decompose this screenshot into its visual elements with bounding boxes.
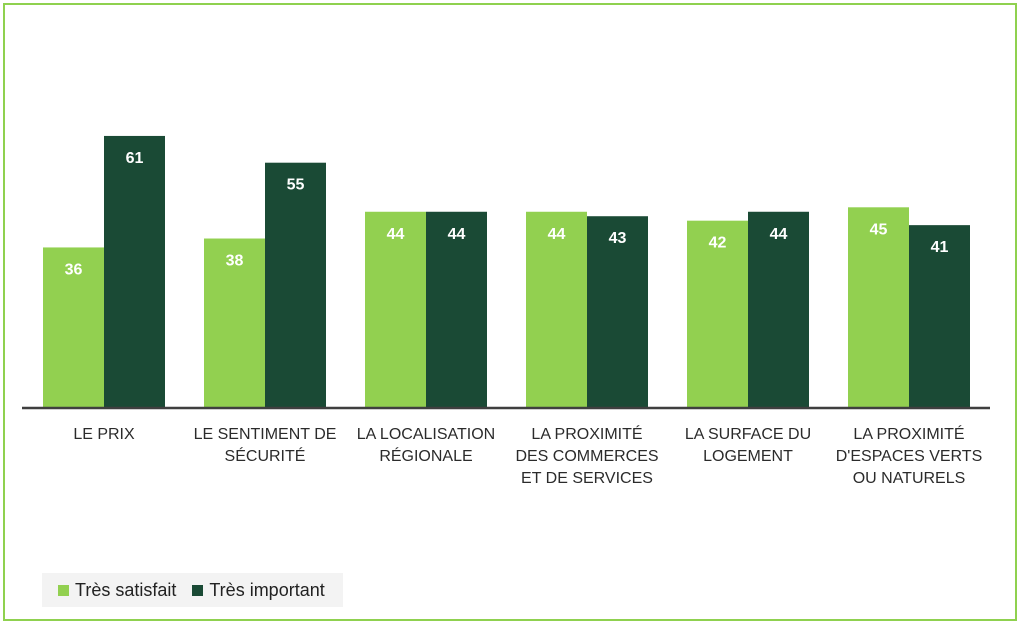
data-label-s2-c2: 55 (287, 177, 305, 194)
data-label-s2-c5: 44 (770, 226, 788, 243)
category-label-5-line-2: LOGEMENT (703, 448, 793, 465)
bar-s2-c2 (265, 162, 326, 408)
legend-label-series-2: Très important (209, 579, 325, 600)
data-label-s2-c6: 41 (931, 239, 949, 256)
bar-s2-c5 (748, 211, 809, 408)
category-label-6-line-2: D'ESPACES VERTS (835, 448, 983, 465)
category-label-4: LA PROXIMITÉ DES COMMERCES ET DE SERVICES (507, 424, 667, 490)
bar-s1-c5 (687, 220, 748, 408)
category-label-1-line-1: LE PRIX (73, 426, 135, 443)
bar-s2-c1 (104, 135, 165, 408)
category-label-3-line-1: LA LOCALISATION (356, 426, 496, 443)
data-label-s2-c4: 43 (609, 230, 627, 247)
category-label-4-line-3: ET DE SERVICES (521, 470, 653, 487)
data-label-s1-c4: 44 (548, 226, 566, 243)
legend-item-series-1: Très satisfait (58, 580, 176, 601)
bar-s2-c6 (909, 225, 970, 408)
data-label-s2-c1: 61 (126, 150, 144, 167)
legend: Très satisfait Très important (42, 573, 343, 607)
category-label-2-line-2: SÉCURITÉ (224, 448, 306, 465)
legend-label-series-1: Très satisfait (75, 579, 177, 600)
legend-swatch-dark (192, 584, 204, 596)
legend-swatch-light (58, 584, 69, 596)
legend-item-series-2: Très important (192, 579, 325, 601)
data-label-s1-c2: 38 (226, 253, 244, 270)
category-label-6: LA PROXIMITÉ D'ESPACES VERTS OU NATURELS (829, 424, 989, 490)
bar-s2-c3 (426, 211, 487, 408)
category-label-6-line-3: OU NATURELS (852, 470, 966, 487)
category-label-5-line-1: LA SURFACE DU (684, 426, 812, 443)
data-label-s1-c1: 36 (65, 261, 83, 278)
category-label-2-line-1: LE SENTIMENT DE (193, 426, 337, 443)
data-label-s1-c6: 45 (870, 221, 888, 238)
data-label-s1-c5: 42 (709, 235, 727, 252)
category-label-4-line-2: DES COMMERCES (515, 448, 659, 465)
data-label-s2-c3: 44 (448, 226, 466, 243)
data-label-s1-c3: 44 (387, 226, 405, 243)
bar-s1-c3 (365, 211, 426, 408)
bar-s1-c1 (43, 247, 104, 408)
category-label-3-line-2: RÉGIONALE (379, 448, 473, 465)
category-label-1: LE PRIX (24, 424, 184, 446)
category-label-3: LA LOCALISATION RÉGIONALE (346, 424, 506, 468)
category-label-2: LE SENTIMENT DE SÉCURITÉ (185, 424, 345, 468)
category-label-6-line-1: LA PROXIMITÉ (853, 426, 965, 443)
category-label-5: LA SURFACE DU LOGEMENT (668, 424, 828, 468)
category-label-4-line-1: LA PROXIMITÉ (531, 426, 643, 443)
bar-s1-c6 (848, 207, 909, 408)
bar-s1-c2 (204, 238, 265, 408)
bar-s2-c4 (587, 216, 648, 408)
bar-s1-c4 (526, 211, 587, 408)
